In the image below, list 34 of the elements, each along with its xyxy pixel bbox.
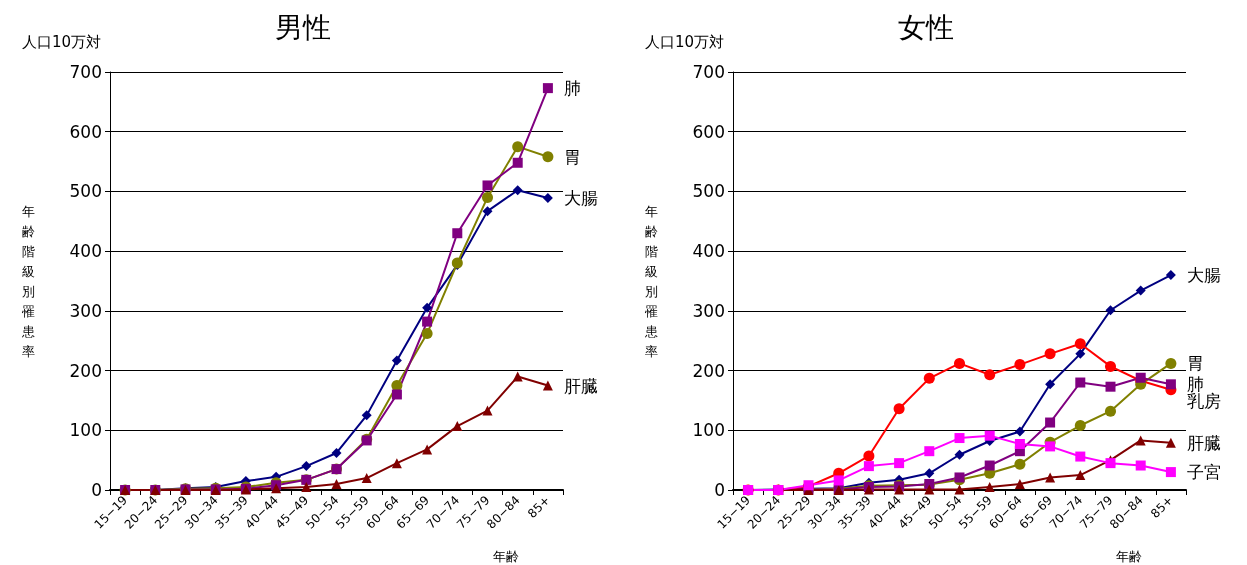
y-tick-label: 600 — [69, 121, 102, 142]
x-axis-title: 年齢 — [493, 549, 519, 564]
series-label: 大腸 — [1186, 265, 1221, 286]
series-label: 大腸 — [563, 188, 598, 208]
series-label: 肝臓 — [563, 375, 598, 396]
y-tick-label: 500 — [69, 181, 102, 202]
y-tick-label: 0 — [91, 480, 102, 500]
y-tick-label: 700 — [69, 62, 102, 82]
y-tick-label: 600 — [692, 121, 725, 142]
x-tick-label: 85+ — [1148, 493, 1176, 521]
y-tick-label: 700 — [692, 62, 725, 82]
chart-title: 男性 — [275, 10, 331, 44]
y-axis-title: 年齢階級別罹患率 — [21, 203, 35, 359]
text: 人口10万対 — [645, 32, 725, 51]
y-tick-label: 300 — [692, 300, 725, 321]
series-label: 肝臓 — [1186, 432, 1221, 453]
series-label: 子宮 — [1186, 462, 1221, 483]
y-tick-label: 200 — [692, 360, 725, 381]
text: 人口10万対 — [22, 32, 102, 51]
series-label: 肺 — [563, 78, 581, 99]
y-tick-label: 100 — [69, 420, 102, 441]
y-axis-title: 年齢階級別罹患率 — [644, 203, 658, 359]
series-label: 胃 — [1186, 353, 1204, 374]
series-label: 胃 — [563, 146, 581, 167]
x-tick-label: 85+ — [525, 493, 553, 521]
x-axis-title: 年齢 — [1116, 549, 1142, 564]
y-tick-label: 100 — [692, 420, 725, 441]
y-tick-label: 400 — [69, 241, 102, 262]
y-tick-label: 200 — [69, 360, 102, 381]
y-tick-label: 500 — [692, 181, 725, 202]
chart-title: 女性 — [898, 10, 954, 44]
y-tick-label: 0 — [714, 480, 725, 500]
y-tick-label: 400 — [692, 241, 725, 262]
y-tick-label: 300 — [69, 300, 102, 321]
